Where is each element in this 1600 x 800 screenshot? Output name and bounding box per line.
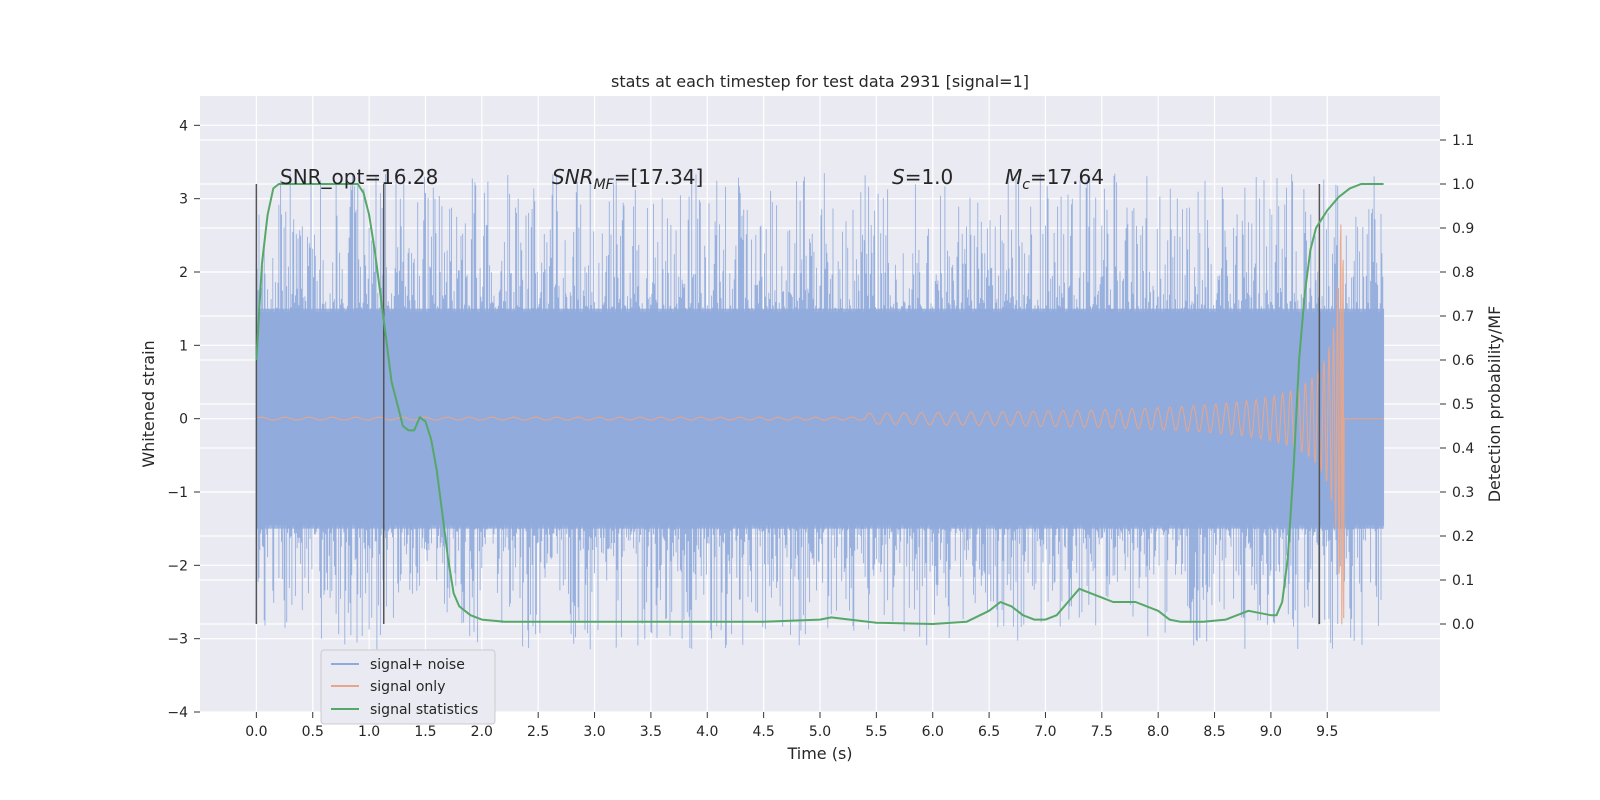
signal-only-series-layer [256,224,1384,625]
legend: signal+ noise signal only signal statist… [320,649,496,725]
x-tick-label: 9.5 [1316,724,1338,740]
y-right-tick-label: 0.5 [1452,397,1474,413]
x-tick-label: 0.5 [302,724,324,740]
signal-statistics-series-layer [255,183,1384,625]
annotations: SNR_opt=16.28 SNRMF=[17.34] S=1.0 Mc=17.… [280,165,1104,193]
y-right-tick-label: 1.0 [1452,177,1474,193]
x-tick-label: 5.5 [865,724,887,740]
x-tick-label: 1.0 [358,724,380,740]
signal-statistics-line [255,183,1384,625]
x-axis-label: Time (s) [786,744,852,763]
y-tick-label: −2 [167,558,188,574]
y-right-tick-label: 1.1 [1452,133,1474,149]
y-tick-label: 4 [179,118,188,134]
y-right-tick-label: 0.7 [1452,309,1474,325]
x-tick-label: 4.5 [753,724,775,740]
y-right-tick-label: 0.6 [1452,353,1474,369]
legend-box [320,649,496,725]
snr-mf-base: SNR [552,165,594,189]
y-right-tick-label: 0.2 [1452,529,1474,545]
mc-base: M [1005,165,1022,189]
y-right-tick-label: 0.1 [1452,573,1474,589]
y-right-axis-label: Detection probability/MF [1485,306,1504,503]
y-tick-label: −3 [167,632,188,648]
x-tick-label: 4.0 [696,724,718,740]
x-tick-label: 1.5 [414,724,436,740]
y-right-tick-label: 0.4 [1452,441,1474,457]
y-tick-label: −1 [167,485,188,501]
y-tick-label: 2 [179,265,188,281]
x-tick-label: 5.0 [809,724,831,740]
mc-annotation: Mc=17.64 [1005,165,1104,193]
y-right-ticks: 1.1 1.0 0.9 0.8 0.7 0.6 0.5 0.4 0.3 0.2 0.1 0.0 [1440,133,1474,633]
legend-label-signal: signal only [370,679,445,695]
x-tick-label: 9.0 [1260,724,1282,740]
x-tick-label: 2.5 [527,724,549,740]
y-tick-label: 3 [179,192,188,208]
mc-sub: c [1022,177,1030,193]
s-value: =1.0 [905,165,954,189]
y-tick-label: −4 [167,705,188,721]
snr-mf-value: =[17.34] [614,165,704,189]
s-annotation: S=1.0 [892,165,953,189]
x-ticks: 0.0 0.5 1.0 1.5 2.0 2.5 3.0 3.5 4.0 4.5 5.0 5.5 6.0 6… [245,712,1338,740]
y-tick-label: 0 [179,412,188,428]
x-tick-label: 7.5 [1091,724,1113,740]
x-tick-label: 6.5 [978,724,1000,740]
x-tick-label: 0.0 [245,724,267,740]
y-right-tick-label: 0.9 [1452,221,1474,237]
legend-label-noise: signal+ noise [370,657,465,673]
s-symbol: S [892,165,905,189]
y-right-tick-label: 0.8 [1452,265,1474,281]
signal-only-line [256,224,1384,625]
chart-title: stats at each timestep for test data 293… [611,72,1029,91]
x-tick-label: 3.0 [583,724,605,740]
x-tick-label: 8.0 [1147,724,1169,740]
snr-mf-sub: MF [594,177,615,193]
x-tick-label: 6.0 [922,724,944,740]
y-axis-label: Whitened strain [139,340,158,467]
x-tick-label: 2.0 [471,724,493,740]
x-tick-label: 8.5 [1203,724,1225,740]
snr-opt-annotation: SNR_opt=16.28 [280,165,438,189]
y-left-ticks: 4 3 2 1 0 −1 −2 −3 −4 [167,118,200,721]
x-tick-label: 7.0 [1034,724,1056,740]
mc-value: =17.64 [1030,165,1104,189]
snr-mf-annotation: SNRMF=[17.34] [552,165,703,193]
y-right-tick-label: 0.3 [1452,485,1474,501]
vertical-markers-layer [255,184,1321,624]
y-right-tick-label: 0.0 [1452,617,1474,633]
legend-label-statistics: signal statistics [370,702,478,718]
y-tick-label: 1 [179,338,188,354]
x-tick-label: 3.5 [640,724,662,740]
